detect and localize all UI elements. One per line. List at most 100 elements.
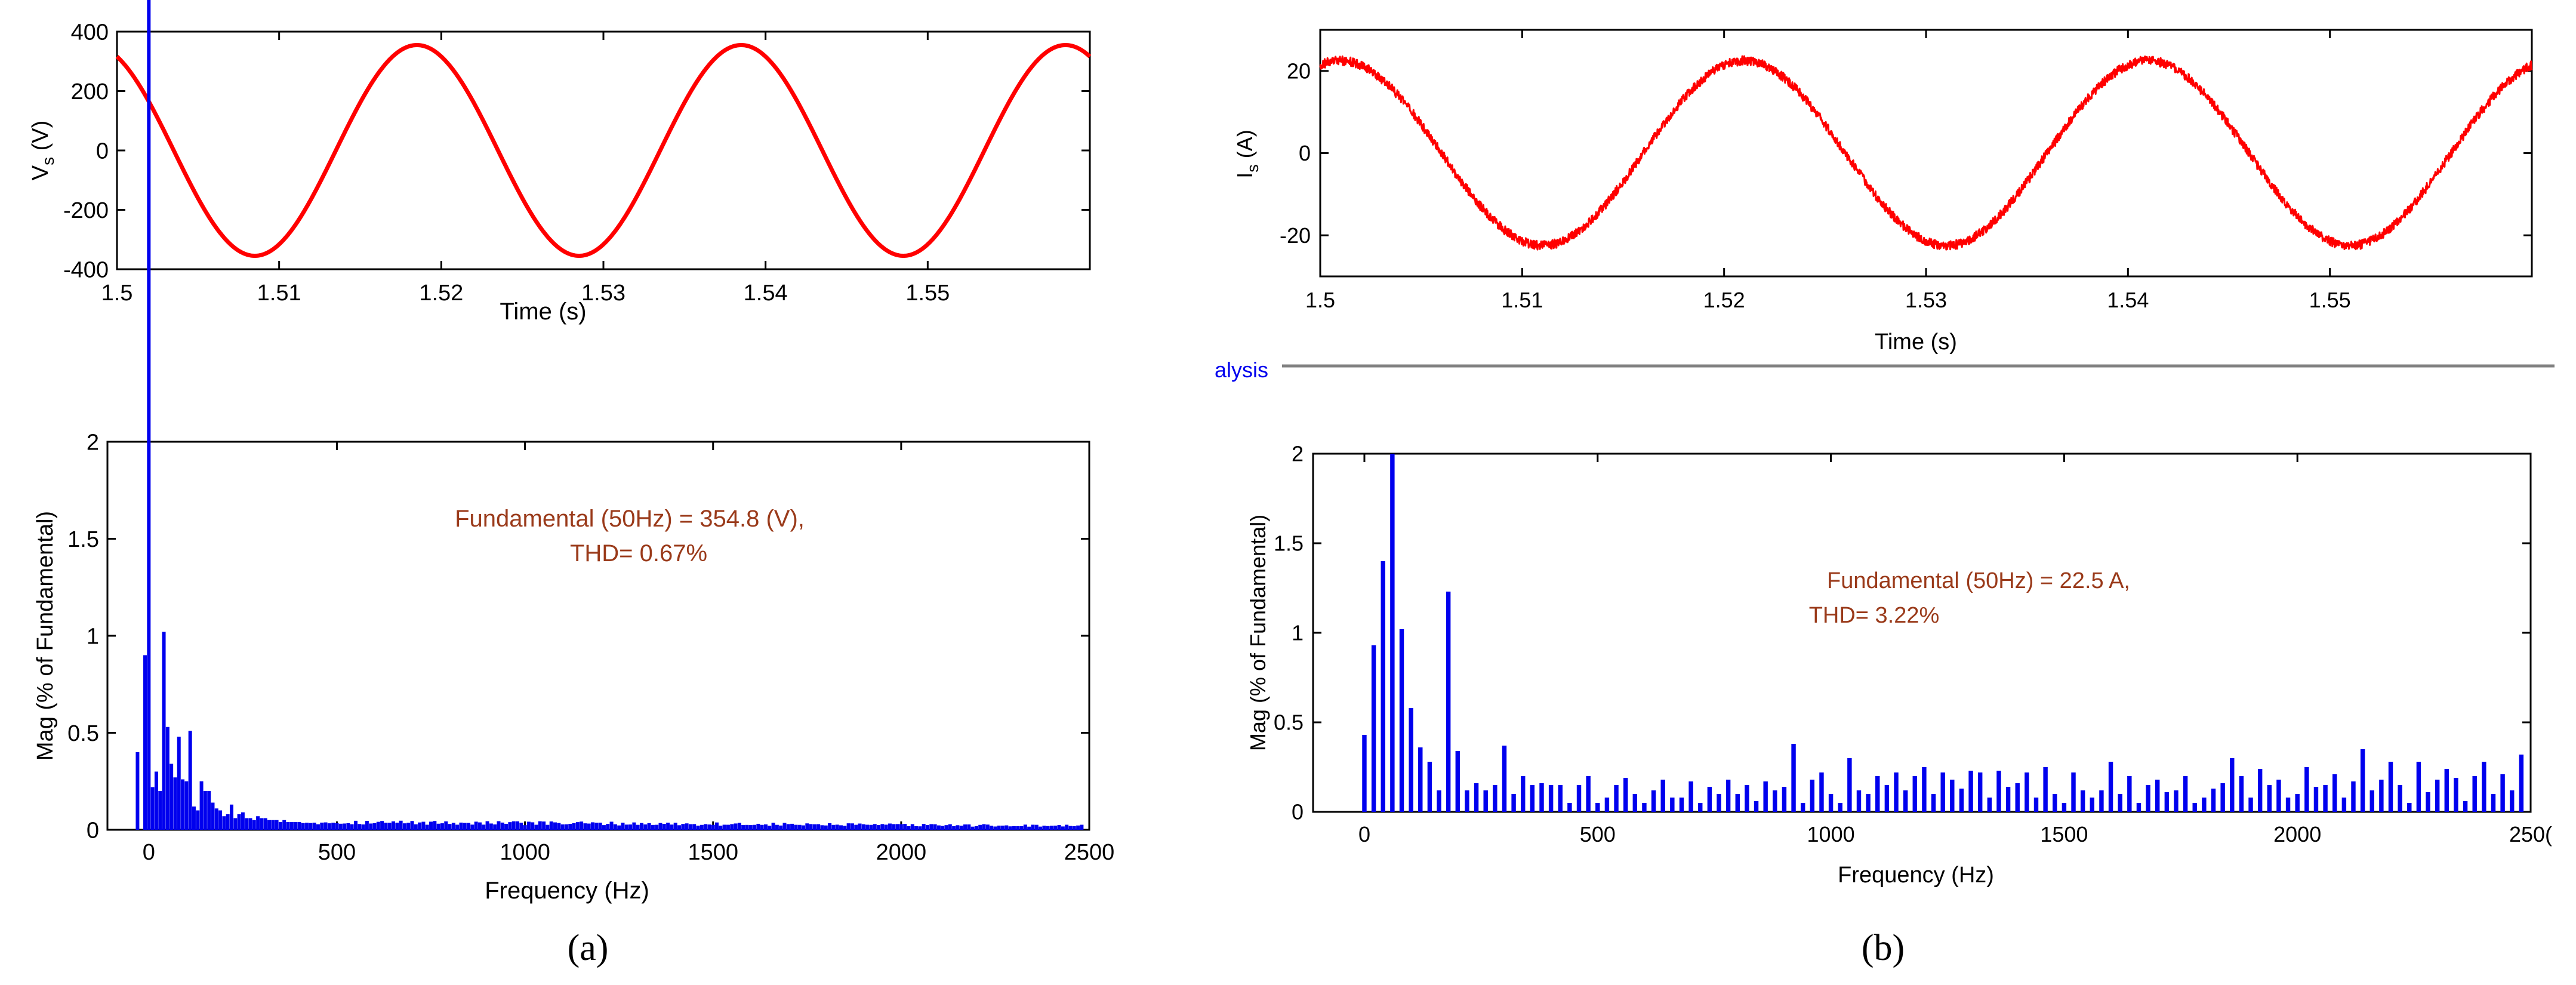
harmonic-bar	[467, 823, 471, 830]
harmonic-bar	[580, 821, 584, 830]
harmonic-bar	[575, 822, 580, 830]
harmonic-bar	[1455, 751, 1460, 812]
harmonic-bar	[2118, 794, 2122, 812]
harmonic-bar	[591, 822, 595, 830]
harmonic-bar	[820, 825, 824, 830]
y-tick-label: 200	[71, 79, 109, 104]
y-tick-label: 0	[96, 138, 109, 164]
harmonic-bar	[1707, 787, 1712, 812]
harmonic-bar	[2398, 785, 2402, 812]
panel-b-caption: (b)	[1862, 928, 1905, 968]
harmonic-bar	[2099, 790, 2104, 812]
harmonic-bar	[309, 823, 313, 830]
harmonic-bar	[2454, 778, 2458, 812]
harmonic-bar	[741, 824, 745, 830]
harmonic-bar	[658, 823, 663, 830]
x-tick-label: 1.51	[1501, 288, 1543, 312]
waveform-series	[1319, 55, 2533, 251]
harmonic-bar	[2332, 774, 2337, 812]
y-tick-label: 0.5	[67, 721, 99, 746]
cropped-analysis-strip: alysis	[1215, 358, 2555, 382]
harmonic-bar	[312, 823, 316, 830]
harmonic-bar	[222, 816, 226, 830]
harmonic-bar	[685, 823, 689, 830]
harmonic-bar	[519, 823, 523, 830]
x-tick-label: 1.55	[905, 281, 950, 306]
x-tick-label: 1.53	[1905, 288, 1947, 312]
harmonic-bar	[1632, 794, 1638, 812]
harmonic-bar	[135, 752, 140, 830]
harmonic-bar	[760, 824, 764, 830]
harmonic-bar	[763, 824, 768, 830]
harmonic-bar	[1996, 771, 2001, 812]
harmonic-bar	[895, 824, 899, 830]
harmonic-bar	[1773, 790, 1777, 812]
harmonic-bar	[1076, 825, 1080, 830]
harmonic-bar	[993, 826, 997, 830]
harmonic-bar	[150, 787, 155, 830]
harmonic-bar	[463, 823, 467, 830]
harmonic-bar	[936, 825, 941, 830]
harmonic-bar	[734, 823, 738, 830]
harmonic-bar	[967, 824, 971, 830]
harmonic-bar	[459, 822, 463, 830]
fundamental-annotation: Fundamental (50Hz) = 354.8 (V),	[455, 506, 805, 532]
harmonic-bar	[1001, 826, 1005, 830]
harmonic-bar	[546, 824, 550, 830]
y-tick-label: 1	[1292, 621, 1304, 645]
y-ticks: 20 0 -20	[1280, 59, 2532, 248]
harmonic-bar	[1884, 785, 1890, 812]
harmonic-bar	[1735, 794, 1740, 812]
harmonic-bar	[1810, 780, 1815, 812]
harmonic-bar	[2062, 803, 2067, 812]
harmonic-bar	[2108, 762, 2113, 812]
harmonic-bar	[433, 821, 437, 830]
plot-frame	[106, 441, 1090, 831]
harmonic-bar	[2435, 780, 2440, 812]
harmonic-bar	[271, 820, 275, 830]
harmonic-bar	[831, 824, 836, 830]
harmonic-bar	[2025, 772, 2029, 812]
harmonic-bar	[474, 821, 478, 830]
thd-annotation: THD= 0.67%	[570, 540, 707, 567]
y-tick-label: 2	[1292, 442, 1304, 466]
harmonic-bar	[959, 826, 963, 830]
harmonic-bar	[639, 823, 643, 830]
harmonic-bar	[985, 824, 990, 830]
harmonic-bar	[1856, 790, 1862, 812]
series-line-vs	[115, 43, 1092, 258]
harmonic-bar	[343, 823, 347, 830]
harmonic-bar	[301, 823, 305, 830]
harmonic-bar	[1072, 826, 1076, 830]
y-ticks: 400 200 0 -200 -400	[63, 20, 1090, 282]
harmonic-bar	[181, 779, 185, 830]
harmonic-bar	[944, 825, 948, 830]
harmonic-bar	[392, 821, 395, 830]
harmonic-bar	[1838, 803, 1842, 812]
harmonic-bar	[974, 826, 978, 830]
harmonic-bar	[226, 814, 230, 830]
harmonic-bar	[2267, 785, 2272, 812]
harmonic-bar	[2416, 762, 2421, 812]
harmonic-bar	[1065, 824, 1069, 830]
harmonic-bar	[700, 824, 704, 830]
harmonic-bar	[143, 655, 147, 830]
harmonic-bar	[1604, 798, 1610, 812]
x-tick-label: 2000	[876, 840, 927, 865]
harmonic-bar	[2248, 798, 2253, 812]
harmonic-bar	[440, 823, 444, 830]
harmonic-bar	[655, 824, 659, 830]
harmonic-bar	[1903, 790, 1908, 812]
harmonic-bar	[560, 824, 565, 830]
harmonic-bar	[2136, 803, 2141, 812]
harmonic-bar	[526, 821, 531, 830]
harmonic-bar	[451, 823, 455, 830]
plot-frame	[116, 30, 1091, 270]
harmonic-bar	[2426, 792, 2430, 812]
y-tick-label: 0	[87, 818, 99, 843]
harmonic-bar	[1034, 824, 1039, 830]
harmonic-bar	[2239, 776, 2244, 812]
harmonic-bar	[1483, 790, 1488, 812]
harmonic-bar	[835, 824, 839, 830]
harmonic-bar	[1418, 747, 1423, 812]
